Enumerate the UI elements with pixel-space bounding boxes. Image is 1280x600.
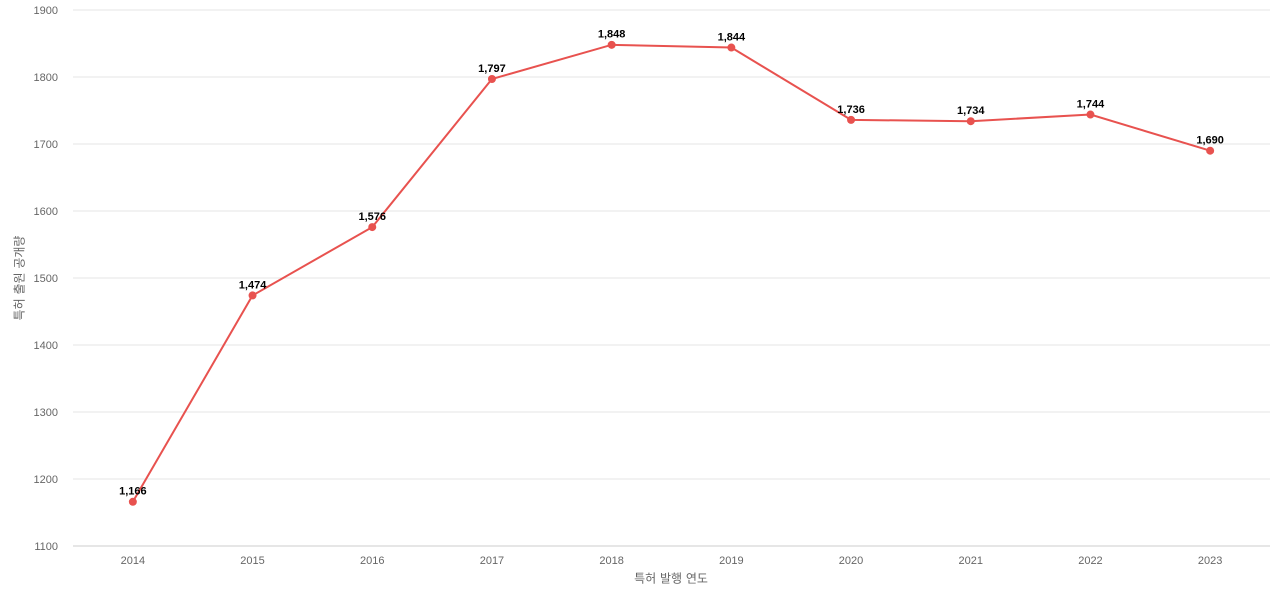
y-tick-label: 1600: [34, 206, 58, 218]
data-point: [368, 223, 377, 232]
x-tick-label: 2016: [360, 555, 384, 567]
data-line: [131, 43, 1211, 503]
data-point: [727, 43, 736, 52]
data-label: 1,166: [119, 486, 147, 498]
data-label: 1,844: [718, 31, 746, 43]
data-label: 1,474: [239, 279, 267, 291]
data-label: 1,734: [957, 105, 985, 117]
y-tick-label: 1400: [34, 340, 58, 352]
y-axis-label: 특허 출원 공개량: [13, 236, 27, 321]
x-tick-label: 2014: [121, 555, 145, 567]
data-label: 1,848: [598, 29, 626, 41]
y-tick-label: 1100: [34, 541, 58, 553]
y-tick-label: 1200: [34, 474, 58, 486]
x-tick-label: 2021: [959, 555, 983, 567]
data-label: 1,797: [478, 63, 506, 75]
data-label: 1,736: [837, 104, 865, 116]
x-tick-label: 2022: [1078, 555, 1102, 567]
y-tick-label: 1900: [34, 5, 58, 17]
data-point: [607, 40, 616, 49]
data-label: 1,744: [1077, 98, 1105, 110]
data-point: [847, 115, 856, 124]
y-tick-label: 1300: [34, 407, 58, 419]
data-point: [487, 75, 496, 84]
data-point: [128, 497, 137, 506]
x-tick-label: 2017: [480, 555, 504, 567]
x-tick-label: 2018: [599, 555, 623, 567]
x-tick-label: 2015: [240, 555, 264, 567]
x-tick-label: 2020: [839, 555, 863, 567]
y-tick-label: 1800: [34, 72, 58, 84]
data-label: 1,576: [358, 211, 386, 223]
data-label: 1,690: [1196, 135, 1224, 147]
data-point: [1206, 146, 1215, 155]
y-tick-label: 1500: [34, 273, 58, 285]
data-point: [966, 117, 975, 126]
y-tick-label: 1700: [34, 139, 58, 151]
data-point: [248, 291, 257, 300]
x-tick-label: 2019: [719, 555, 743, 567]
x-tick-label: 2023: [1198, 555, 1222, 567]
data-point: [1086, 110, 1095, 119]
x-axis-label: 특허 발행 연도: [634, 571, 708, 586]
